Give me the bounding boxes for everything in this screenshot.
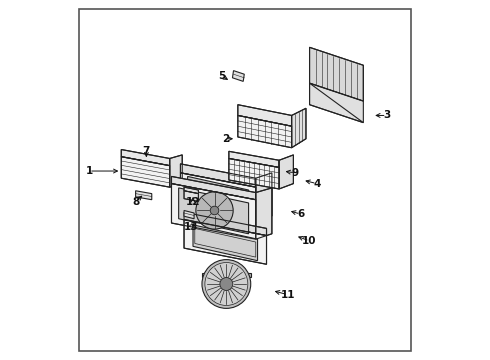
Polygon shape <box>188 176 248 217</box>
Text: 5: 5 <box>218 71 225 81</box>
Polygon shape <box>202 273 251 277</box>
Polygon shape <box>170 155 182 187</box>
Polygon shape <box>180 173 256 221</box>
Circle shape <box>210 206 219 215</box>
Text: 7: 7 <box>143 146 150 156</box>
Polygon shape <box>229 158 279 189</box>
Text: 2: 2 <box>221 134 229 144</box>
Text: 8: 8 <box>132 197 139 207</box>
Polygon shape <box>232 71 245 81</box>
Text: 12: 12 <box>186 197 200 207</box>
Polygon shape <box>229 151 279 167</box>
Polygon shape <box>172 176 256 200</box>
Text: 10: 10 <box>302 236 317 246</box>
Polygon shape <box>256 188 272 239</box>
Text: 11: 11 <box>281 290 295 300</box>
Circle shape <box>202 260 251 309</box>
Text: 9: 9 <box>292 168 299 178</box>
Text: 6: 6 <box>297 209 304 219</box>
Polygon shape <box>136 191 152 200</box>
Polygon shape <box>184 212 267 235</box>
Polygon shape <box>184 191 198 202</box>
Polygon shape <box>184 187 198 194</box>
Circle shape <box>196 192 233 229</box>
Text: 4: 4 <box>313 179 320 189</box>
Polygon shape <box>184 220 267 264</box>
Text: 13: 13 <box>184 222 198 231</box>
Polygon shape <box>310 83 364 123</box>
Polygon shape <box>279 155 294 189</box>
Circle shape <box>205 262 248 305</box>
Polygon shape <box>193 225 258 261</box>
Text: 1: 1 <box>85 166 93 176</box>
Polygon shape <box>256 173 272 221</box>
Polygon shape <box>238 116 292 148</box>
Polygon shape <box>180 164 256 187</box>
Polygon shape <box>122 149 170 166</box>
Polygon shape <box>179 188 248 234</box>
Circle shape <box>220 278 233 291</box>
Polygon shape <box>172 184 256 239</box>
Polygon shape <box>238 105 292 126</box>
Polygon shape <box>122 157 170 187</box>
Text: 3: 3 <box>383 111 390 121</box>
Polygon shape <box>184 211 194 219</box>
Polygon shape <box>310 47 364 101</box>
Polygon shape <box>292 108 306 148</box>
FancyBboxPatch shape <box>79 9 411 351</box>
